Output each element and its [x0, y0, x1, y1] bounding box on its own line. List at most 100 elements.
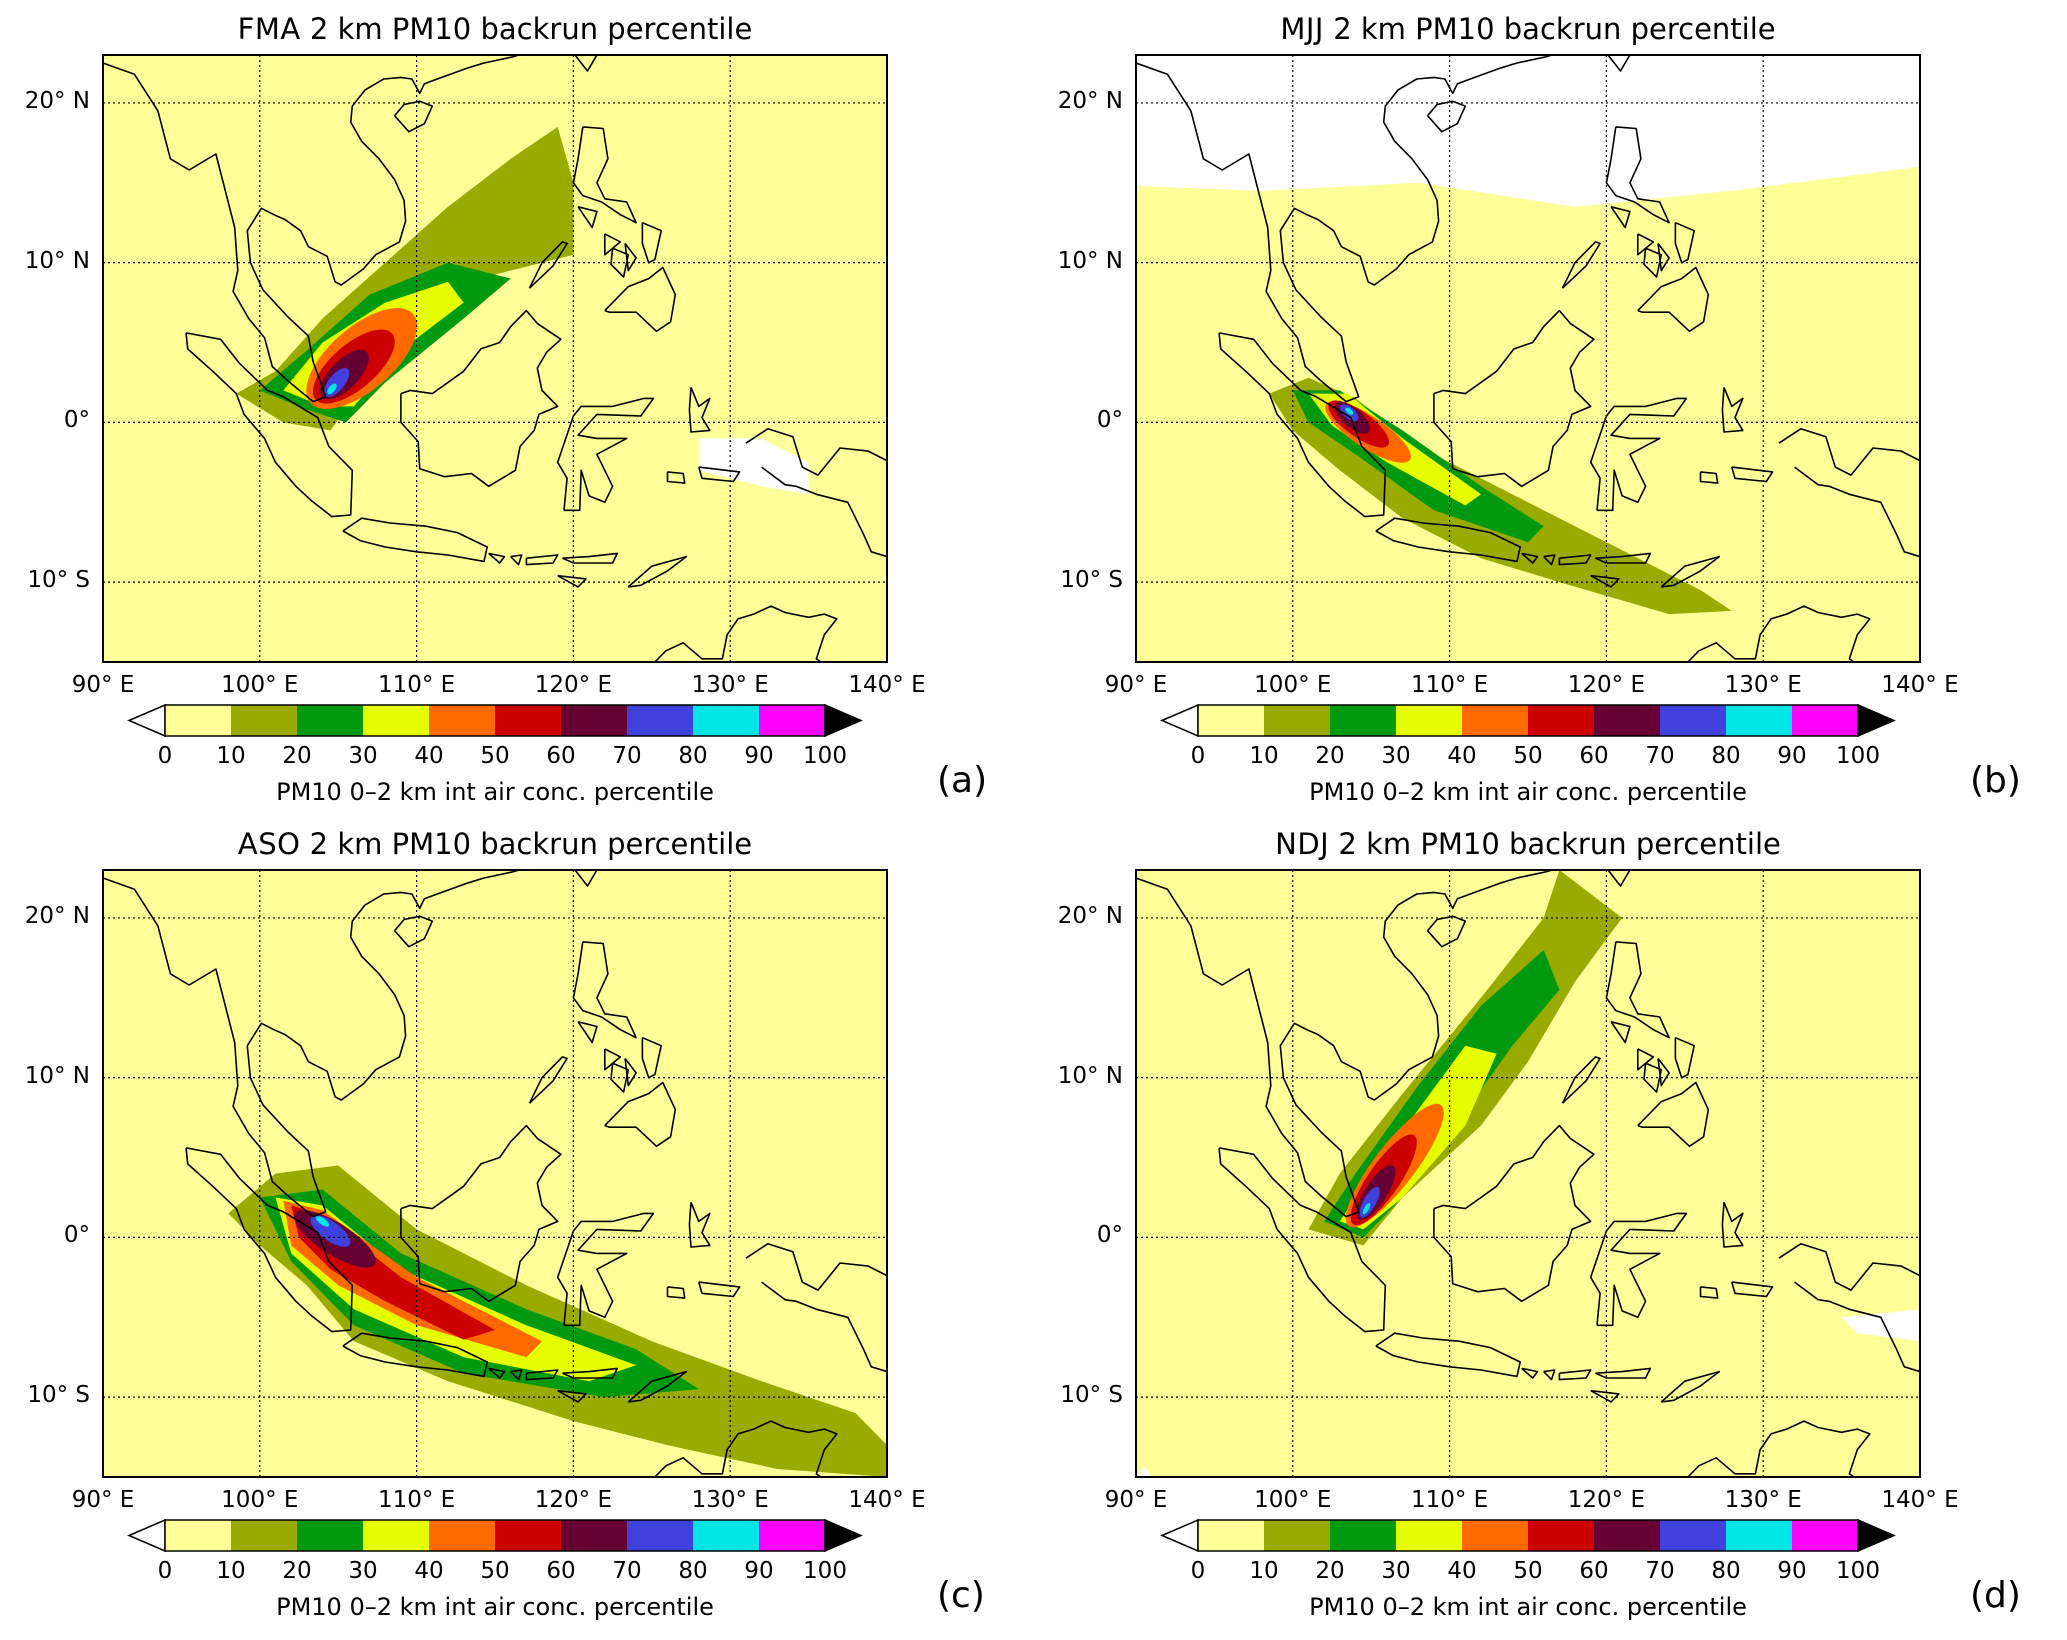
colorbar-segment [1594, 705, 1661, 736]
coastline [1721, 1201, 1744, 1248]
lat-tick-label: 20° N [24, 87, 90, 114]
colorbar-over-arrow [824, 1518, 863, 1553]
coastline [688, 1201, 711, 1248]
colorbar-segment [627, 1520, 694, 1551]
panel-label-d: (d) [1970, 1575, 2021, 1616]
colorbar-segment [693, 705, 760, 736]
coastline [572, 126, 637, 224]
coastline [1674, 221, 1696, 264]
coastline [574, 870, 598, 887]
colorbar-over-arrow [824, 703, 863, 738]
season-label: FMA [237, 12, 301, 46]
coastline [510, 1369, 523, 1381]
coastline [525, 554, 559, 566]
panel-title: NDJ 2 km PM10 backrun percentile [1136, 827, 1920, 861]
coastline [103, 870, 522, 1218]
coastline [510, 554, 523, 566]
colorbar-label: PM10 0–2 km int air conc. percentile [1309, 1593, 1747, 1621]
panel-b: MJJ 2 km PM10 backrun percentile 20° N 10°… [1033, 0, 2063, 815]
colorbar-tick-label: 60 [546, 1558, 576, 1584]
map-frame [102, 869, 888, 1478]
coastline [103, 55, 522, 403]
coastline [1605, 126, 1670, 224]
coastline [1607, 870, 1631, 887]
lon-tick-label: 100° E [221, 672, 299, 698]
lon-tick-label: 90° E [71, 672, 135, 698]
coastline [627, 555, 688, 588]
map-svg [102, 54, 888, 738]
coastline [1643, 1062, 1663, 1093]
lon-tick-label: 140° E [848, 672, 926, 698]
coastline [577, 206, 598, 229]
lat-tick-label: 10° N [24, 1062, 90, 1089]
coastline [604, 266, 677, 333]
coastline [610, 247, 630, 278]
coastline [1636, 233, 1655, 256]
coastline [666, 1286, 686, 1299]
colorbar-over-arrow [1857, 1518, 1896, 1553]
map-background [103, 55, 887, 662]
no-data-area [698, 438, 809, 495]
coastline [342, 517, 489, 563]
lat-tick-label: 10° S [1060, 1382, 1123, 1409]
colorbar-segment [495, 705, 562, 736]
lat-tick-label: 10° S [27, 567, 90, 594]
colorbar-segment [1462, 705, 1529, 736]
panel-title: FMA 2 km PM10 backrun percentile [103, 12, 887, 46]
colorbar-tick-label: 100 [1836, 1558, 1880, 1584]
coastline [1721, 386, 1744, 433]
lon-tick-label: 110° E [1410, 1487, 1489, 1513]
lon-tick-label: 110° E [1410, 672, 1489, 698]
colorbar-under-arrow [127, 703, 166, 738]
coastline [1610, 1021, 1631, 1044]
coastline [624, 1058, 637, 1087]
colorbar-tick-label: 40 [414, 1558, 444, 1584]
coastline [1561, 1056, 1601, 1104]
coastline [562, 552, 619, 564]
colorbar-frame [164, 704, 826, 737]
coastline [400, 309, 562, 488]
colorbar-segment [1330, 1520, 1397, 1551]
map-svg [1135, 869, 1921, 1553]
colorbar-segment [165, 705, 232, 736]
coastline [1660, 555, 1721, 588]
coastline [1136, 55, 1555, 403]
map-frame [1135, 54, 1921, 663]
colorbar-label: PM10 0–2 km int air conc. percentile [276, 778, 714, 806]
title-text: 2 km PM10 backrun percentile [1324, 12, 1776, 46]
coastline [610, 1062, 630, 1093]
coastline [1794, 1281, 1920, 1373]
colorbar-segment [231, 705, 298, 736]
colorbar-tick-label: 40 [1447, 743, 1477, 769]
colorbar-tick-label: 10 [1249, 1558, 1279, 1584]
colorbar-segment [759, 1520, 826, 1551]
colorbar-tick-label: 100 [1836, 743, 1880, 769]
coastline [572, 941, 637, 1039]
lat-tick-label: 10° N [24, 247, 90, 274]
colorbar-under-arrow [127, 1518, 166, 1553]
plume-contour-8 [1345, 407, 1354, 415]
colorbar-segment [231, 1520, 298, 1551]
colorbar-tick-label: 70 [612, 1558, 642, 1584]
no-data-area [1136, 1465, 1152, 1477]
lon-tick-label: 130° E [1724, 1487, 1802, 1513]
panel-title: ASO 2 km PM10 backrun percentile [103, 827, 887, 861]
lon-tick-label: 110° E [377, 672, 456, 698]
colorbar-segment [429, 1520, 496, 1551]
season-label: NDJ [1275, 827, 1330, 861]
colorbar-tick-label: 20 [282, 743, 312, 769]
coastline [603, 1048, 622, 1071]
colorbar-tick-label: 90 [744, 743, 774, 769]
colorbar-segment [1726, 1520, 1793, 1551]
colorbar-tick-label: 100 [803, 1558, 847, 1584]
coastline [653, 605, 838, 662]
colorbar-tick-label: 60 [1579, 743, 1609, 769]
coastline [1686, 605, 1871, 662]
colorbar-frame [1197, 1519, 1859, 1552]
map-frame [102, 54, 888, 663]
colorbar-tick-label: 60 [1579, 1558, 1609, 1584]
title-text: 2 km PM10 backrun percentile [300, 12, 753, 46]
colorbar-tick-label: 0 [1190, 743, 1206, 769]
colorbar-segment [1792, 1520, 1859, 1551]
lat-tick-label: 0° [63, 1222, 90, 1249]
